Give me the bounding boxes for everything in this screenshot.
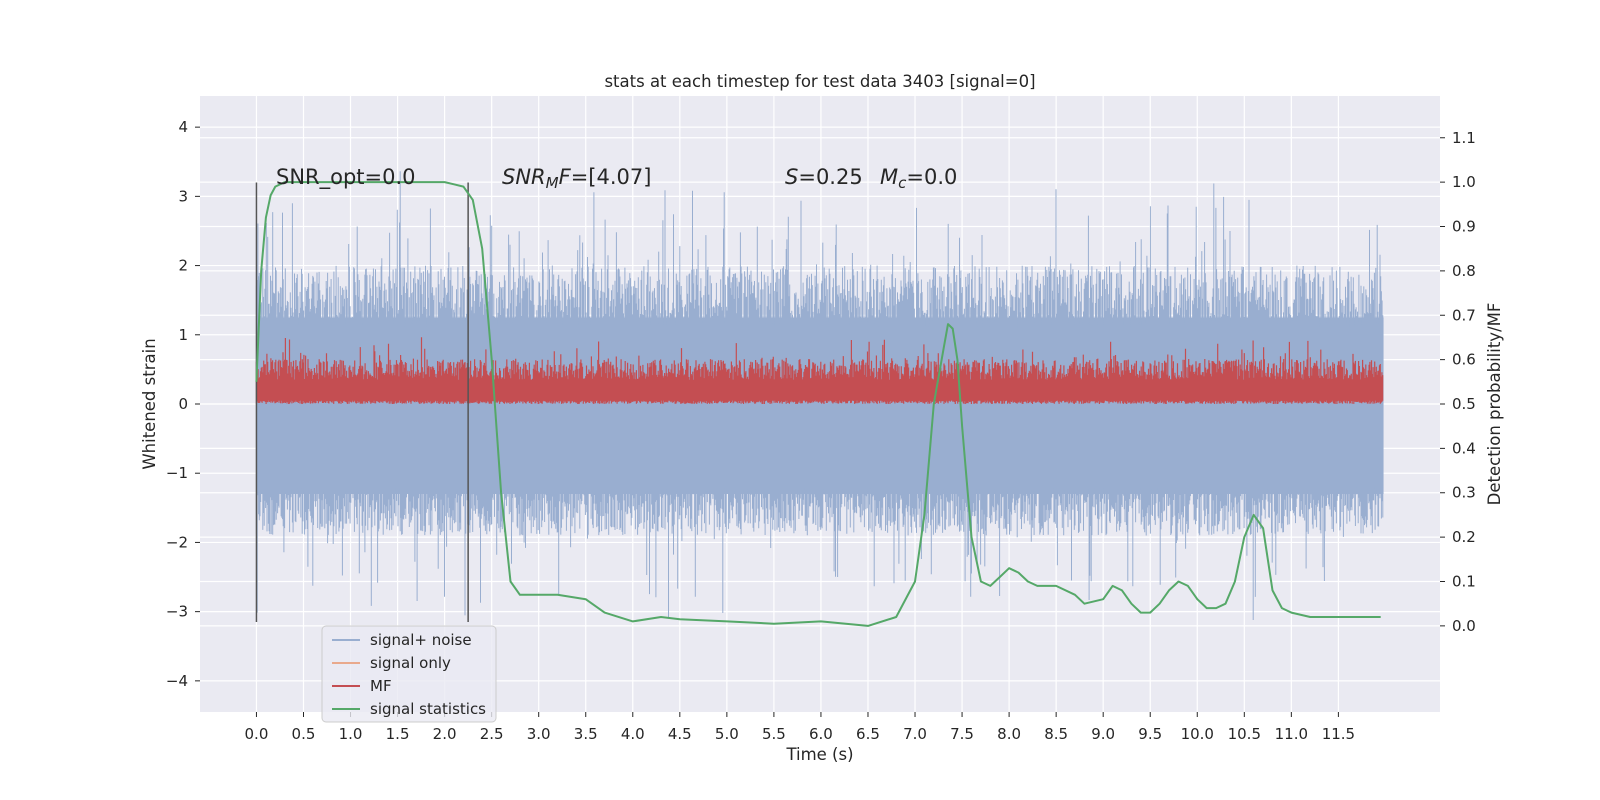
annotation-snr-mf-value: =[4.07] (571, 165, 652, 189)
legend: signal+ noise signal only MF signal stat… (321, 625, 497, 723)
x-tick-label: 0.0 (245, 725, 269, 743)
y2-tick-label: 0.3 (1452, 484, 1476, 502)
legend-label-stats: signal statistics (370, 700, 486, 718)
y2-tick-label: 0.1 (1452, 572, 1476, 590)
stats-line (255, 181, 1381, 627)
annotation-mc-subscript: c (898, 174, 907, 192)
annotation-mc-symbol: M (880, 165, 898, 189)
y2-tick-label: 0.6 (1452, 351, 1476, 369)
annotation-snr-mf-f: F (559, 165, 572, 189)
y-tick-label: −3 (166, 603, 188, 621)
x-axis-label: Time (s) (785, 745, 853, 764)
annotation-snr-opt: SNR_opt=0.0 (276, 165, 416, 190)
annotation-s: S=0.25 (785, 165, 863, 189)
y-tick-label: 4 (178, 118, 188, 136)
y2-tick-label: 0.2 (1452, 528, 1476, 546)
y2-tick-label: 0.9 (1452, 218, 1476, 236)
x-tick-label: 10.0 (1181, 725, 1214, 743)
y-tick-label: −1 (166, 464, 188, 482)
annotation-snr-mf-subscript: M (546, 174, 559, 192)
legend-box (321, 625, 497, 723)
x-ticks: 0.0 0.5 1.0 1.5 2.0 2.5 3.0 3.5 4.0 4.5 5.0 5.5 6.0 6… (245, 712, 1355, 743)
y2-tick-label: 0.8 (1452, 262, 1476, 280)
x-tick-label: 3.0 (527, 725, 551, 743)
x-tick-label: 8.5 (1044, 725, 1068, 743)
y2-tick-label: 0.0 (1452, 617, 1476, 635)
x-tick-label: 4.5 (668, 725, 692, 743)
x-tick-label: 10.5 (1228, 725, 1261, 743)
y-tick-label: −4 (166, 672, 188, 690)
x-tick-label: 1.5 (386, 725, 410, 743)
x-tick-label: 6.5 (856, 725, 880, 743)
y2-tick-label: 1.1 (1452, 129, 1476, 147)
y2-tick-label: 1.0 (1452, 173, 1476, 191)
y-tick-label: 1 (178, 326, 188, 344)
y2-tick-label: 0.4 (1452, 439, 1476, 457)
y-tick-label: 2 (178, 257, 188, 275)
x-tick-label: 6.0 (809, 725, 833, 743)
annotation-s-value: =0.25 (798, 165, 862, 189)
y-tick-label: 3 (178, 187, 188, 205)
stats-series (255, 181, 1381, 627)
x-tick-label: 0.5 (292, 725, 316, 743)
annotation-snr-mf-symbol: SNR (502, 165, 546, 189)
legend-label-signal-only: signal only (370, 654, 451, 672)
x-tick-label: 2.0 (433, 725, 457, 743)
x-tick-label: 7.0 (903, 725, 927, 743)
chart-title: stats at each timestep for test data 340… (604, 72, 1035, 91)
y-tick-label: −2 (166, 533, 188, 551)
x-tick-label: 7.5 (950, 725, 974, 743)
x-tick-label: 11.0 (1275, 725, 1308, 743)
annotation-mc: Mc=0.0 (880, 165, 957, 192)
annotation-snr-mf: SNRMF=[4.07] (502, 165, 651, 192)
annotation-mc-value: =0.0 (906, 165, 957, 189)
y-tick-label: 0 (178, 395, 188, 413)
y2-tick-label: 0.7 (1452, 306, 1476, 324)
y-ticks: 4 3 2 1 0 −1 −2 −3 −4 (166, 118, 200, 690)
x-tick-label: 11.5 (1322, 725, 1355, 743)
y2-axis-label: Detection probability/MF (1485, 303, 1504, 506)
y2-tick-label: 0.5 (1452, 395, 1476, 413)
x-tick-label: 2.5 (480, 725, 504, 743)
x-tick-label: 5.5 (762, 725, 786, 743)
x-tick-label: 4.0 (621, 725, 645, 743)
legend-label-noise: signal+ noise (370, 631, 472, 649)
vertical-markers (255, 182, 469, 623)
x-tick-label: 8.0 (997, 725, 1021, 743)
x-tick-label: 9.5 (1138, 725, 1162, 743)
y-axis-label: Whitened strain (140, 338, 159, 469)
legend-label-mf: MF (370, 677, 392, 695)
x-tick-label: 3.5 (574, 725, 598, 743)
noise-series (255, 171, 1384, 620)
annotation-s-symbol: S (785, 165, 798, 189)
y2-ticks: 1.1 1.0 0.9 0.8 0.7 0.6 0.5 0.4 0.3 0.2 0.1 0.0 (1440, 129, 1476, 635)
x-tick-label: 1.0 (339, 725, 363, 743)
x-tick-label: 5.0 (715, 725, 739, 743)
x-tick-label: 9.0 (1091, 725, 1115, 743)
